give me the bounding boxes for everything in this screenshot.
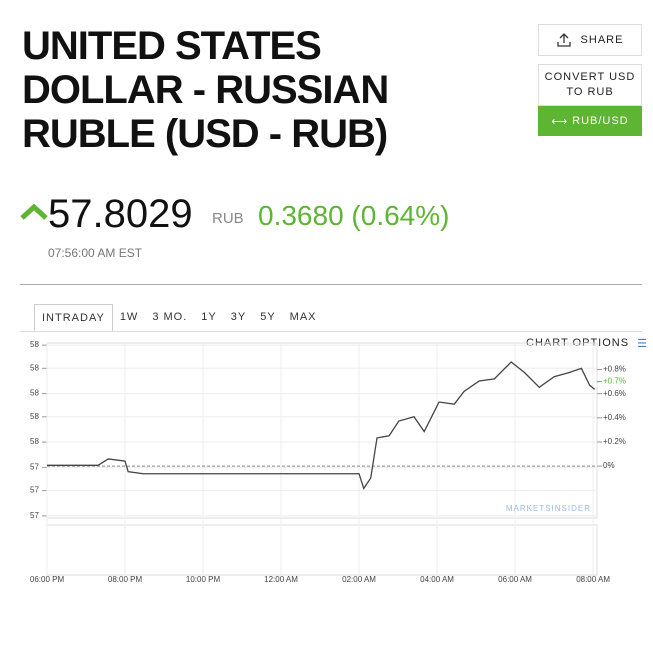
x-tick-label: 08:00 PM xyxy=(108,575,143,584)
share-icon xyxy=(556,33,571,47)
y-tick-label: 58 xyxy=(30,437,39,446)
current-label: +0.7% xyxy=(603,377,626,386)
tabs: INTRADAY 1W 3 MO. 1Y 3Y 5Y MAX xyxy=(34,304,324,331)
divider xyxy=(20,284,642,285)
share-button[interactable]: SHARE xyxy=(538,24,642,56)
tab[interactable]: 3Y xyxy=(230,311,247,323)
chart-options-label: CHART OPTIONS xyxy=(526,337,630,349)
chart-options[interactable]: CHART OPTIONS ☰ xyxy=(526,337,648,350)
x-tick-label: 02:00 AM xyxy=(342,575,376,584)
volume-panel xyxy=(46,524,598,576)
tab[interactable]: 3 MO. xyxy=(152,311,188,323)
y2-tick-label: +0.8% xyxy=(603,365,626,374)
price-line xyxy=(47,361,596,490)
price: 57.8029 xyxy=(48,192,193,236)
y-tick-label: 58 xyxy=(30,412,39,421)
convert-button[interactable]: CONVERT USD TO RUB xyxy=(538,64,642,106)
tab[interactable]: MAX xyxy=(289,311,317,323)
y-tick-label: 58 xyxy=(30,340,39,349)
tab-divider xyxy=(20,331,642,332)
timestamp: 07:56:00 AM EST xyxy=(48,246,143,260)
y-tick-label: 57 xyxy=(30,486,39,495)
convert-label: CONVERT USD TO RUB xyxy=(544,71,636,98)
share-label: SHARE xyxy=(580,34,624,46)
tab[interactable]: 5Y xyxy=(260,311,276,323)
pair-button[interactable]: ⟷ RUB/USD xyxy=(538,106,642,136)
y-tick-label: 57 xyxy=(30,463,39,472)
currency: RUB xyxy=(212,210,244,227)
swap-icon: ⟷ xyxy=(551,115,569,128)
menu-icon: ☰ xyxy=(637,338,648,350)
tab[interactable]: 1W xyxy=(119,311,139,323)
y2-tick-label: 0% xyxy=(603,461,615,470)
tab[interactable]: INTRADAY xyxy=(34,304,113,331)
y2-tick-label: +0.2% xyxy=(603,437,626,446)
tab[interactable]: 1Y xyxy=(201,311,217,323)
plot-frame xyxy=(46,342,598,519)
x-tick-label: 08:00 AM xyxy=(576,575,610,584)
up-arrow xyxy=(20,204,48,220)
x-tick-label: 10:00 PM xyxy=(186,575,221,584)
y-tick-label: 58 xyxy=(30,363,39,372)
y-tick-label: 58 xyxy=(30,389,39,398)
y2-tick-label: +0.4% xyxy=(603,413,626,422)
x-tick-label: 06:00 PM xyxy=(30,575,65,584)
x-tick-label: 12:00 AM xyxy=(264,575,298,584)
x-tick-label: 04:00 AM xyxy=(420,575,454,584)
y-tick-label: 57 xyxy=(30,511,39,520)
x-tick-label: 06:00 AM xyxy=(498,575,532,584)
y2-tick-label: +0.6% xyxy=(603,389,626,398)
watermark: MARKETSINSIDER xyxy=(506,504,591,513)
change: 0.3680 (0.64%) xyxy=(258,200,450,231)
pair-label: RUB/USD xyxy=(572,115,629,127)
title: UNITED STATES DOLLAR - RUSSIAN RUBLE (US… xyxy=(22,24,389,156)
